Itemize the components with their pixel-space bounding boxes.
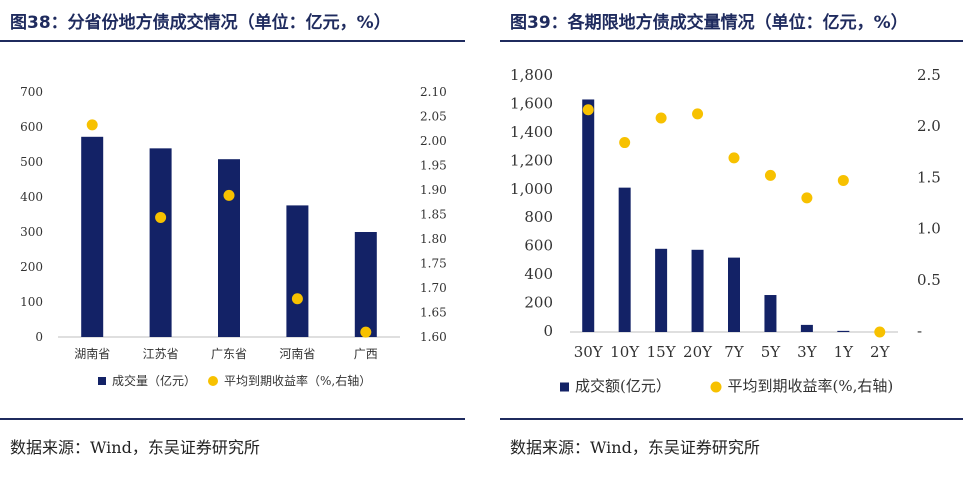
right-point-1Y [837, 174, 849, 186]
left-bar-广西 [354, 232, 377, 337]
right-point-10Y [619, 137, 631, 149]
left-source-rule [0, 418, 465, 420]
right-left-tick-label: 600 [524, 237, 553, 255]
left-right-tick-label: 1.90 [420, 183, 447, 197]
left-right-tick-label: 1.65 [420, 306, 447, 320]
left-point-湖南省 [86, 119, 98, 131]
left-category-label: 江苏省 [143, 347, 179, 361]
right-chart: 0 200 400 600 800 1,000 1,200 1,400 1,600 1,800 - 0… [510, 66, 941, 395]
right-left-tick-label: 400 [524, 265, 553, 283]
left-bar-广东省 [218, 159, 240, 337]
left-left-tick-label: 500 [20, 155, 43, 169]
left-left-tick-label: 100 [20, 295, 43, 309]
right-left-tick-label: 800 [524, 208, 553, 226]
right-left-tick-label: 1,800 [510, 66, 553, 84]
left-legend-bar-swatch [98, 377, 106, 385]
right-chart-title: 图39：各期限地方债成交量情况（单位：亿元，%） [510, 13, 908, 33]
left-chart-panel: 图38：分省份地方债成交情况（单位：亿元，%） 0 100 200 300 400 500… [0, 0, 475, 484]
left-source-note: 数据来源：Wind，东吴证券研究所 [10, 438, 260, 457]
right-category-label: 15Y [647, 343, 677, 361]
right-point-20Y [692, 108, 704, 120]
right-point-30Y [582, 104, 594, 116]
left-bar-江苏省 [149, 148, 172, 337]
left-chart: 0 100 200 300 400 500 600 700 1.60 1.65 1.70 1.75 1.… [20, 85, 447, 388]
left-right-tick-label: 1.95 [420, 159, 447, 173]
right-point-15Y [655, 112, 667, 124]
left-bar-湖南省 [81, 136, 104, 337]
right-left-tick-label: 0 [543, 322, 553, 340]
right-source-rule [500, 418, 963, 420]
left-legend-bar-label: 成交量（亿元） [112, 373, 196, 388]
right-right-tick-label: 2.5 [917, 66, 941, 84]
right-category-label: 2Y [870, 343, 891, 361]
right-category-label: 5Y [761, 343, 782, 361]
left-legend-dot-label: 平均到期收益率（%,右轴） [224, 373, 371, 388]
left-category-label: 广东省 [211, 347, 247, 361]
left-category-label: 湖南省 [74, 346, 110, 361]
right-left-tick-label: 1,400 [510, 123, 553, 141]
right-bar-7Y [728, 257, 740, 332]
left-chart-title: 图38：分省份地方债成交情况（单位：亿元，%） [10, 13, 391, 33]
right-point-7Y [728, 152, 740, 164]
right-right-tick-label: - [917, 322, 922, 340]
right-bar-20Y [691, 249, 704, 332]
right-bar-30Y [582, 99, 595, 332]
left-category-label: 广西 [354, 347, 378, 361]
right-right-tick-label: 1.5 [917, 168, 941, 186]
right-bar-5Y [764, 295, 777, 332]
left-right-tick-label: 2.10 [420, 85, 447, 99]
right-category-label: 20Y [683, 343, 713, 361]
left-left-tick-label: 700 [20, 85, 43, 99]
right-right-tick-label: 1.0 [917, 220, 941, 238]
left-left-tick-label: 400 [20, 190, 43, 204]
right-source-note: 数据来源：Wind，东吴证券研究所 [510, 438, 760, 457]
right-legend-dot-label: 平均到期收益率(%,右轴) [728, 377, 894, 395]
left-legend-dot-swatch [208, 376, 218, 386]
left-right-tick-label: 1.60 [420, 330, 447, 344]
left-right-tick-label: 2.00 [420, 134, 447, 148]
right-point-5Y [764, 169, 776, 181]
left-right-tick-label: 1.70 [420, 281, 447, 295]
left-point-广东省 [223, 189, 235, 201]
right-right-tick-label: 0.5 [917, 271, 941, 289]
left-left-tick-label: 0 [35, 330, 43, 344]
left-right-tick-label: 2.05 [420, 110, 447, 124]
right-legend-dot-swatch [710, 381, 722, 393]
left-right-tick-label: 1.75 [420, 257, 447, 271]
right-left-tick-label: 1,000 [510, 180, 553, 198]
right-point-2Y [874, 326, 886, 338]
left-left-tick-label: 200 [20, 260, 43, 274]
left-right-tick-label: 1.85 [420, 208, 447, 222]
left-point-河南省 [291, 293, 303, 305]
right-legend-bar-label: 成交额(亿元） [575, 377, 671, 395]
right-category-label: 3Y [797, 343, 818, 361]
left-right-tick-label: 1.80 [420, 232, 447, 246]
right-category-label: 10Y [610, 343, 640, 361]
right-left-tick-label: 200 [524, 294, 553, 312]
left-category-label: 河南省 [279, 346, 315, 361]
right-right-tick-label: 2.0 [917, 117, 941, 135]
left-bar-河南省 [286, 205, 309, 337]
left-point-广西 [360, 326, 372, 338]
right-point-3Y [801, 192, 813, 204]
right-category-label: 1Y [834, 343, 855, 361]
right-bar-1Y [837, 330, 850, 332]
left-title-rule [0, 40, 465, 42]
right-category-label: 30Y [574, 343, 604, 361]
right-left-tick-label: 1,600 [510, 94, 553, 112]
left-point-江苏省 [155, 211, 167, 223]
right-left-tick-label: 1,200 [510, 151, 553, 169]
right-chart-panel: 图39：各期限地方债成交量情况（单位：亿元，%） 0 200 400 600 800 1,… [500, 0, 973, 484]
right-bar-10Y [618, 187, 631, 332]
right-category-label: 7Y [724, 343, 745, 361]
left-left-tick-label: 300 [20, 225, 43, 239]
right-bar-15Y [655, 248, 668, 332]
right-title-rule [500, 40, 963, 42]
right-bar-3Y [800, 324, 813, 332]
left-left-tick-label: 600 [20, 120, 43, 134]
right-legend-bar-swatch [560, 382, 569, 392]
